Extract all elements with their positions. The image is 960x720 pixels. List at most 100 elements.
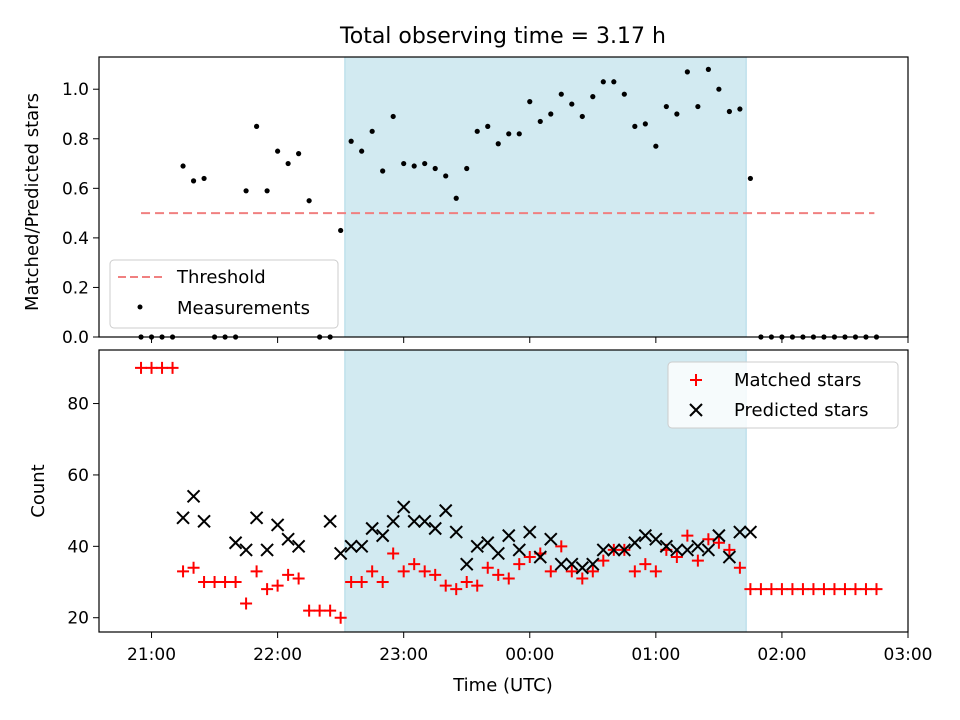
x-tick-label: 02:00 [757, 645, 806, 665]
measurement-point [369, 128, 375, 134]
predicted-star-marker [533, 550, 547, 564]
bottom-plot-frame [98, 349, 909, 633]
measurement-point [401, 160, 407, 167]
measurement-point [705, 66, 711, 72]
measurement-point [737, 106, 743, 112]
predicted-star-marker [428, 521, 442, 536]
x-tick-label: 21:00 [127, 645, 176, 665]
predicted-star-marker [197, 514, 211, 529]
matched-star-marker [597, 554, 610, 567]
predicted-star-marker [481, 536, 495, 550]
matched-star-marker [271, 579, 284, 592]
measurement-point [674, 111, 680, 117]
measurement-point [600, 79, 606, 85]
legend-threshold-label: Threshold [176, 267, 266, 288]
matched-star-marker [723, 543, 736, 556]
predicted-star-marker [281, 532, 295, 546]
matched-star-marker [733, 561, 746, 574]
y-tick-label: 60 [67, 466, 89, 486]
matched-star-marker [744, 583, 757, 596]
y-tick-label: 0.0 [62, 328, 89, 348]
predicted-star-marker [607, 543, 621, 557]
predicted-star-marker [354, 539, 369, 554]
top-y-axis-label: Matched/Predicted stars [22, 93, 43, 311]
predicted-star-marker [638, 528, 653, 543]
matched-star-marker [649, 565, 662, 578]
predicted-star-marker [523, 525, 537, 539]
matched-star-marker [544, 565, 557, 578]
predicted-star-marker [176, 511, 190, 525]
matched-star-marker [786, 583, 799, 596]
matched-star-marker [775, 583, 788, 596]
matched-star-marker [198, 576, 211, 589]
predicted-star-marker [460, 557, 474, 571]
measurement-point [621, 91, 627, 97]
x-tick-label: 01:00 [631, 645, 680, 665]
matched-star-marker [754, 583, 767, 596]
predicted-star-marker [733, 525, 747, 539]
top-legend: Threshold Measurements [109, 259, 339, 329]
legend-matched-marker [690, 374, 702, 386]
predicted-star-marker [291, 539, 306, 554]
predicted-star-marker [365, 521, 379, 536]
matched-star-marker [334, 611, 347, 624]
matched-star-marker [292, 572, 305, 585]
measurement-point [253, 123, 260, 129]
matched-star-marker [177, 565, 190, 578]
top-legend-box [109, 259, 339, 329]
predicted-star-marker [333, 546, 348, 561]
predicted-star-marker [375, 528, 390, 543]
predicted-star-marker [228, 536, 243, 550]
matched-star-marker [817, 583, 830, 596]
x-tick-label: 03:00 [884, 645, 933, 665]
x-tick-label: 00:00 [505, 645, 554, 665]
measurement-point [285, 160, 291, 167]
matched-star-marker [702, 533, 715, 546]
predicted-star-marker [680, 543, 695, 557]
measurement-point [716, 86, 722, 92]
predicted-star-marker [691, 539, 705, 554]
measurement-point [296, 151, 302, 157]
predicted-star-marker [491, 546, 505, 561]
matched-star-marker [849, 583, 862, 596]
measurement-point [390, 113, 396, 120]
matched-star-marker [796, 583, 809, 596]
y-tick-label: 1.0 [62, 80, 89, 100]
measurement-point [590, 94, 596, 100]
predicted-star-marker [701, 543, 716, 557]
predicted-star-marker [323, 514, 337, 529]
matched-star-marker [870, 583, 883, 596]
matched-star-marker [156, 361, 169, 374]
y-tick-label: 0.6 [62, 179, 89, 199]
predicted-star-marker [270, 518, 285, 532]
measurement-point [411, 163, 417, 169]
predicted-star-marker [554, 557, 568, 571]
measurement-point [443, 173, 449, 179]
matched-star-marker [555, 540, 568, 553]
predicted-star-marker [617, 543, 632, 557]
x-tick-label: 23:00 [379, 645, 428, 665]
matched-star-marker [418, 565, 431, 578]
matched-star-marker [586, 565, 599, 578]
top-plot-frame [98, 56, 909, 338]
measurement-point [190, 178, 197, 184]
matched-star-marker [229, 576, 242, 589]
predicted-star-marker [186, 489, 201, 504]
measurement-point [653, 143, 659, 149]
matched-star-marker [240, 597, 253, 610]
matched-star-marker [250, 565, 263, 578]
matched-star-marker [366, 565, 379, 578]
measurement-point [684, 69, 690, 75]
predicted-star-marker [586, 557, 600, 571]
predicted-star-marker [712, 528, 726, 543]
matched-star-marker [828, 583, 841, 596]
predicted-star-marker [502, 528, 516, 543]
predicted-star-marker [260, 543, 274, 557]
chart-title: Total observing time = 3.17 h [339, 24, 666, 49]
matched-star-marker [859, 583, 872, 596]
predicted-star-marker [722, 550, 737, 564]
matched-star-marker [681, 529, 694, 542]
matched-star-marker [523, 551, 536, 564]
measurement-point [380, 168, 386, 174]
measurement-point [453, 195, 459, 201]
